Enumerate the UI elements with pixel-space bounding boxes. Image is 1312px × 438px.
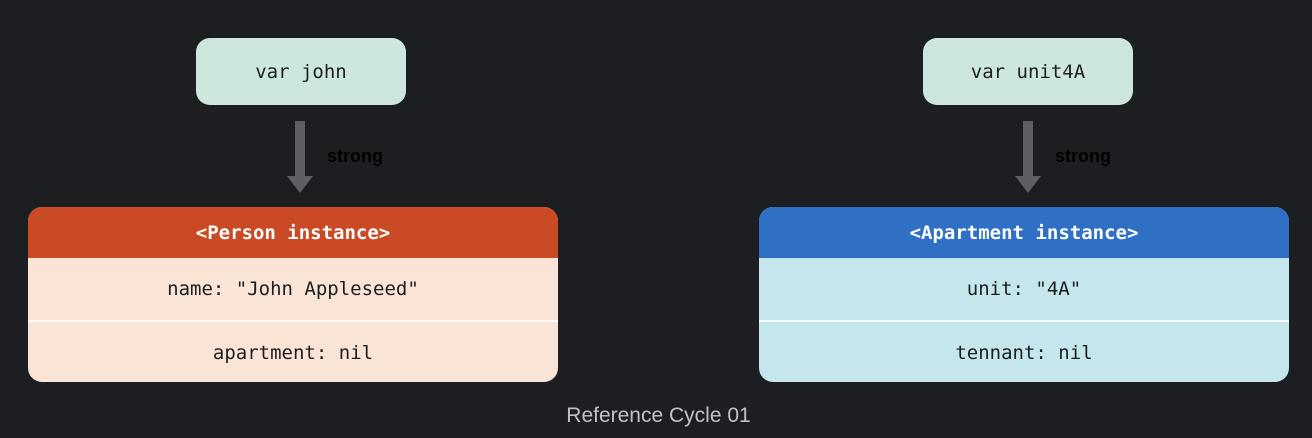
person-instance-box: <Person instance> name: "John Appleseed"… (28, 207, 558, 382)
strong-label-right: strong (1055, 146, 1111, 166)
strong-reference-arrow-right (1015, 121, 1041, 193)
strong-reference-arrow-left (287, 121, 313, 193)
diagram-caption: Reference Cycle 01 (566, 404, 751, 427)
var-unit4a-label: var unit4A (970, 60, 1086, 83)
person-instance-header: <Person instance> (28, 207, 558, 258)
person-instance-title: <Person instance> (195, 221, 391, 244)
person-apartment-property: apartment: nil (28, 322, 558, 382)
var-john-box: var john (196, 38, 406, 105)
apartment-tennant-property: tennant: nil (759, 322, 1289, 382)
person-apartment-value: apartment: nil (212, 342, 374, 364)
apartment-tennant-value: tennant: nil (955, 342, 1093, 364)
apartment-instance-header: <Apartment instance> (759, 207, 1289, 258)
person-name-property: name: "John Appleseed" (28, 258, 558, 322)
apartment-unit-property: unit: "4A" (759, 258, 1289, 322)
var-john-label: var john (255, 60, 347, 83)
var-unit4a-box: var unit4A (923, 38, 1133, 105)
apartment-unit-value: unit: "4A" (966, 278, 1082, 300)
apartment-instance-box: <Apartment instance> unit: "4A" tennant:… (759, 207, 1289, 382)
strong-label-left: strong (327, 146, 383, 166)
person-name-value: name: "John Appleseed" (167, 278, 419, 300)
apartment-instance-title: <Apartment instance> (909, 221, 1139, 244)
